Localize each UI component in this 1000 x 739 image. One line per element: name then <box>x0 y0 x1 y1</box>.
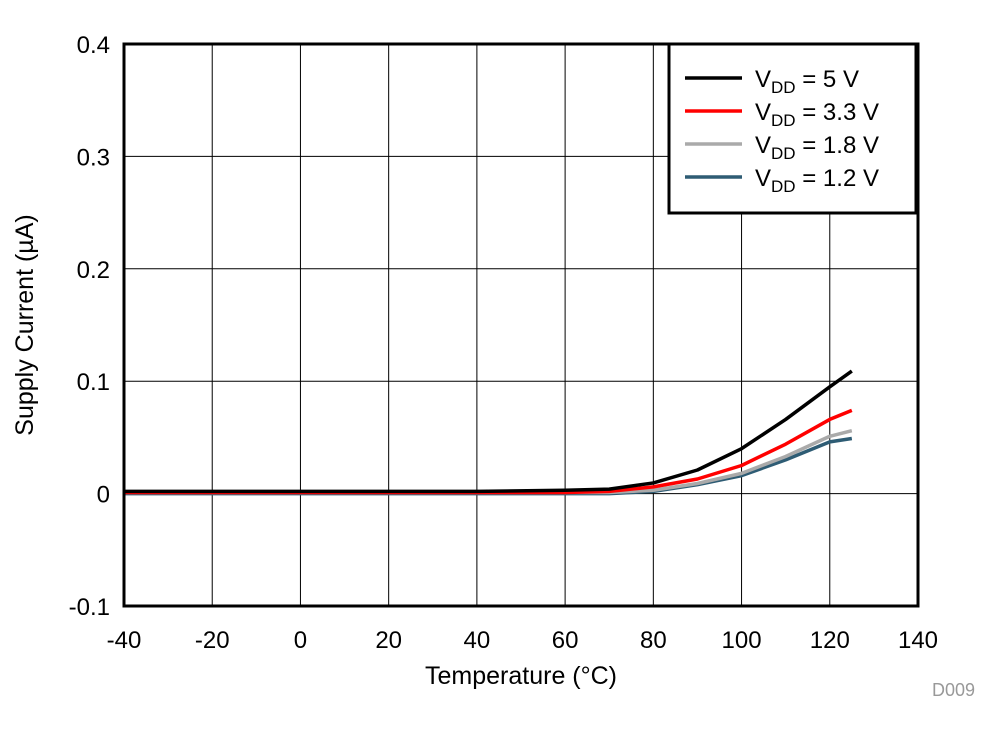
tick-labels: -40 -20 0 20 40 60 80 100 120 140 -0.1 0 0.1 0.2 0.3 0.… <box>69 32 938 654</box>
y-tick-label: -0.1 <box>69 594 110 621</box>
x-tick-label: 140 <box>898 627 938 654</box>
series-line <box>124 369 853 494</box>
x-tick-label: -40 <box>107 627 142 654</box>
y-tick-label: 0 <box>97 482 110 509</box>
x-tick-label: 100 <box>722 627 762 654</box>
x-tick-label: 40 <box>464 627 491 654</box>
series-line <box>124 408 853 495</box>
figure-id: D009 <box>932 680 975 700</box>
x-tick-label: 60 <box>552 627 579 654</box>
y-tick-label: 0.4 <box>77 32 110 59</box>
x-tick-label: -20 <box>195 627 230 654</box>
series-line <box>124 428 853 495</box>
x-tick-label: 80 <box>640 627 667 654</box>
legend-label: VDD = 1.8 V <box>755 132 879 163</box>
y-tick-label: 0.2 <box>77 257 110 284</box>
plot-frame <box>122 42 920 608</box>
x-tick-label: 20 <box>375 627 402 654</box>
legend-label: VDD = 1.2 V <box>755 165 879 196</box>
y-tick-label: 0.1 <box>77 369 110 396</box>
series-lines <box>124 369 853 496</box>
x-axis-label: Temperature (°C) <box>425 662 617 690</box>
legend-label: VDD = 3.3 V <box>755 99 879 130</box>
legend-label: VDD = 5 V <box>755 66 859 97</box>
y-tick-label: 0.3 <box>77 144 110 171</box>
x-tick-label: 120 <box>810 627 850 654</box>
x-tick-label: 0 <box>294 627 307 654</box>
y-axis-label: Supply Current (µA) <box>11 214 39 435</box>
